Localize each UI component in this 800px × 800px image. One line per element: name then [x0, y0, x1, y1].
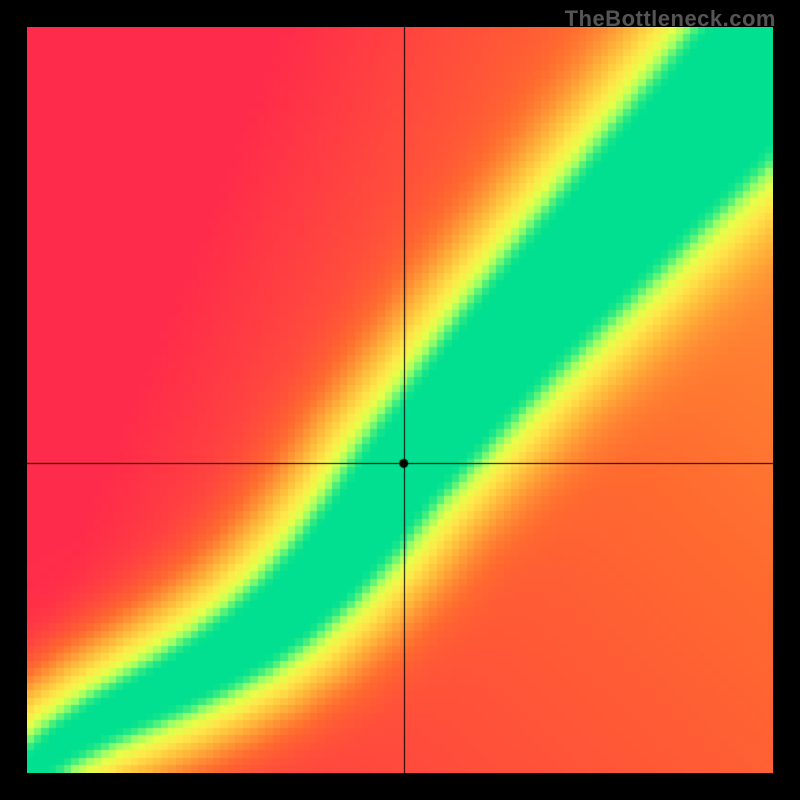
bottleneck-heatmap: [27, 27, 773, 773]
watermark-text: TheBottleneck.com: [565, 6, 776, 32]
chart-container: { "output": { "width_px": 800, "height_p…: [0, 0, 800, 800]
